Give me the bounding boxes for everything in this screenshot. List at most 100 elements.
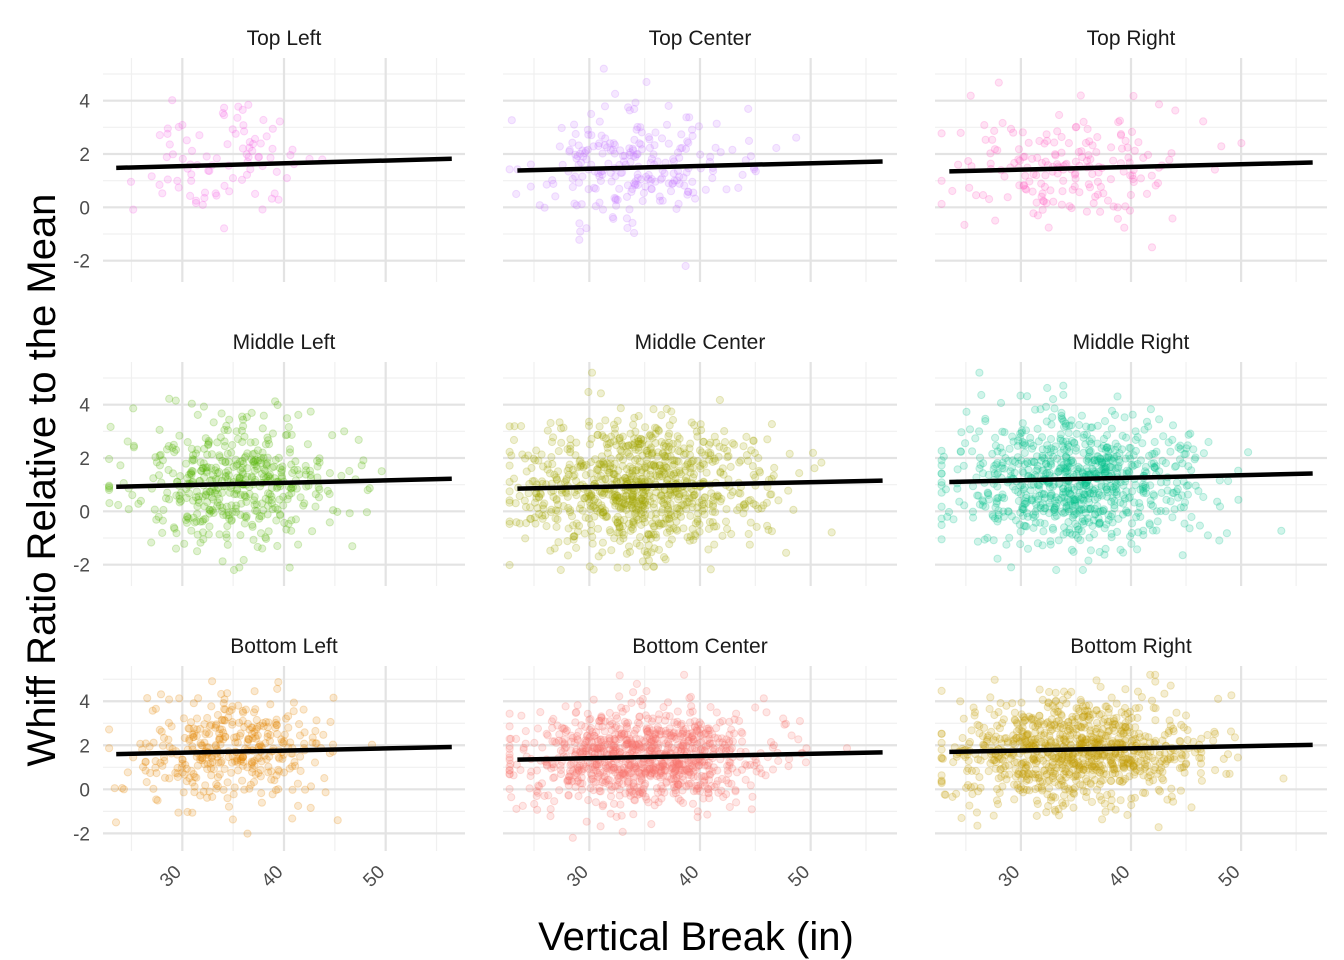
scatter-point [111, 818, 121, 827]
scatter-point [345, 509, 354, 518]
scatter-point [646, 534, 656, 543]
scatter-point [610, 193, 619, 203]
scatter-point [1022, 457, 1032, 466]
scatter-point [1199, 117, 1208, 126]
scatter-point [577, 200, 586, 209]
scatter-point [688, 125, 697, 134]
scatter-point [250, 134, 260, 143]
scatter-point [979, 191, 988, 200]
scatter-point [1059, 176, 1068, 185]
scatter-point [276, 510, 285, 519]
scatter-point [1086, 155, 1095, 164]
scatter-point [1088, 169, 1097, 179]
scatter-point [691, 519, 700, 528]
scatter-point [664, 101, 673, 111]
scatter-point [937, 478, 946, 487]
scatter-point [994, 506, 1003, 515]
scatter-point [279, 501, 288, 510]
scatter-point [656, 491, 666, 501]
scatter-point [554, 538, 563, 547]
scatter-point [622, 214, 632, 223]
scatter-point [261, 717, 270, 727]
scatter-point [645, 728, 655, 738]
scatter-point [685, 694, 694, 703]
scatter-point [505, 487, 514, 496]
scatter-point [1129, 174, 1138, 184]
scatter-point [1107, 693, 1116, 702]
scatter-point [789, 505, 798, 514]
scatter-point [244, 100, 253, 109]
scatter-point [183, 512, 192, 521]
scatter-point [707, 489, 716, 498]
scatter-point [258, 544, 267, 553]
scatter-point [675, 172, 684, 181]
scatter-point [1120, 413, 1129, 422]
scatter-point [271, 397, 280, 406]
scatter-point [1147, 243, 1157, 252]
scatter-point [168, 469, 178, 478]
scatter-point [1032, 796, 1042, 805]
scatter-point [994, 78, 1003, 87]
scatter-point [1077, 147, 1086, 156]
scatter-point [1006, 124, 1016, 133]
scatter-points [937, 78, 1246, 252]
scatter-point [1050, 404, 1059, 413]
scatter-point [250, 466, 259, 475]
scatter-point [1033, 211, 1043, 220]
scatter-point [616, 800, 625, 809]
scatter-point [617, 703, 626, 712]
scatter-point [657, 174, 667, 183]
scatter-point [722, 505, 731, 514]
y-tick-label: 4 [79, 396, 90, 417]
scatter-point [684, 138, 693, 147]
scatter-point [1107, 143, 1116, 152]
scatter-point [200, 193, 209, 203]
scatter-point [1187, 512, 1196, 522]
scatter-point [276, 511, 285, 520]
scatter-point [278, 462, 287, 471]
scatter-point [732, 768, 742, 777]
scatter-point [219, 510, 228, 520]
scatter-point [752, 522, 761, 532]
scatter-point [223, 522, 232, 531]
scatter-point [518, 450, 527, 459]
scatter-point [152, 795, 161, 804]
scatter-point [626, 158, 635, 167]
scatter-point [737, 727, 746, 737]
scatter-point [1086, 546, 1096, 555]
scatter-point [1029, 170, 1038, 179]
scatter-point [1056, 430, 1065, 439]
scatter-point [965, 183, 974, 192]
scatter-point [706, 703, 715, 712]
scatter-point [129, 404, 138, 413]
scatter-point [551, 514, 560, 523]
scatter-point [223, 140, 232, 149]
scatter-point [333, 507, 342, 516]
scatter-point [779, 714, 788, 723]
scatter-point [270, 189, 279, 198]
scatter-point [937, 469, 946, 478]
scatter-point [1113, 203, 1122, 212]
scatter-point [516, 765, 525, 775]
scatter-point [630, 181, 640, 190]
scatter-point [596, 768, 605, 777]
scatter-point [220, 103, 229, 112]
scatter-point [984, 470, 993, 479]
scatter-point [1222, 529, 1232, 538]
scatter-point [609, 145, 618, 155]
scatter-point [278, 738, 287, 747]
scatter-point [640, 518, 650, 527]
scatter-point [150, 505, 159, 514]
scatter-point [977, 390, 986, 400]
scatter-point [143, 694, 152, 703]
scatter-point [583, 709, 592, 718]
scatter-point [264, 489, 273, 498]
scatter-point [1093, 177, 1103, 186]
scatter-point [274, 453, 283, 462]
scatter-point [188, 456, 197, 465]
scatter-point [1022, 522, 1031, 531]
scatter-point [1064, 483, 1073, 492]
scatter-point [644, 541, 653, 550]
scatter-point [566, 760, 575, 770]
scatter-point [1111, 439, 1120, 448]
